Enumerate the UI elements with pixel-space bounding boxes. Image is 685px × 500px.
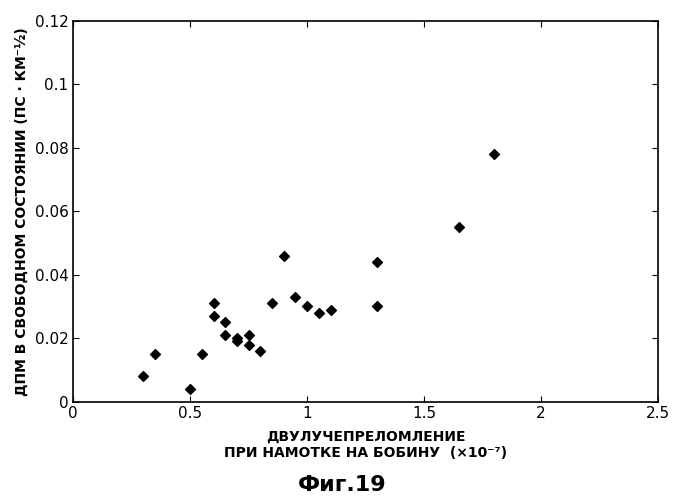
Point (255, 347, 266, 355)
Point (232, 338, 242, 345)
Point (220, 318, 231, 326)
Y-axis label: ДПМ В СВОБОДНОМ СОСТОЯНИИ (ПС · КМ⁻½): ДПМ В СВОБОДНОМ СОСТОЯНИИ (ПС · КМ⁻½) (15, 27, 29, 396)
Point (278, 252, 289, 260)
Point (301, 302, 312, 310)
Point (197, 350, 208, 358)
X-axis label: ДВУЛУЧЕПРЕЛОМЛЕНИЕ
ПРИ НАМОТКЕ НА БОБИНУ  (×10⁻⁷): ДВУЛУЧЕПРЕЛОМЛЕНИЕ ПРИ НАМОТКЕ НА БОБИНУ… (224, 430, 507, 460)
Point (208, 312, 219, 320)
Point (220, 331, 231, 339)
Point (453, 223, 464, 231)
Point (149, 350, 160, 358)
Point (325, 306, 336, 314)
Point (138, 372, 149, 380)
Point (232, 334, 242, 342)
Point (372, 258, 383, 266)
Point (266, 300, 277, 308)
Point (313, 309, 324, 317)
Point (290, 293, 301, 301)
Point (185, 385, 196, 393)
Point (372, 302, 383, 310)
Point (243, 340, 254, 348)
Point (208, 300, 219, 308)
Point (243, 331, 254, 339)
Text: Фиг.19: Фиг.19 (298, 475, 387, 495)
Point (489, 150, 500, 158)
